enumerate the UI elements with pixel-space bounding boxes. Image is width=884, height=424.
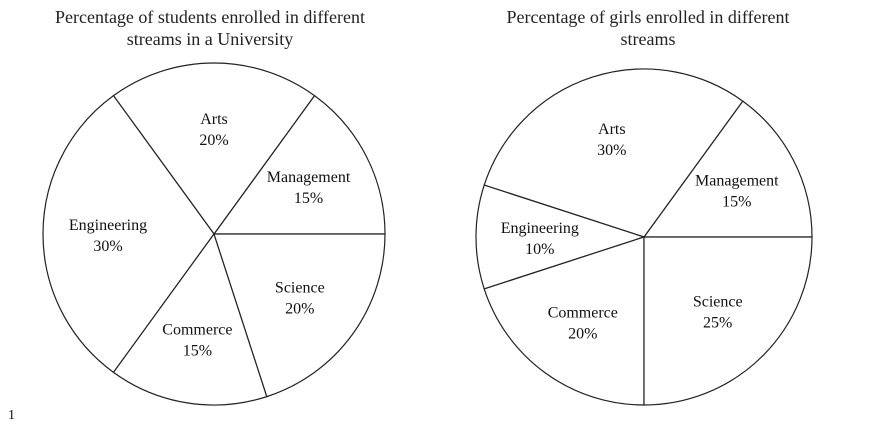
slice-label-engineering: Engineering: [501, 220, 579, 237]
stray-text: 1: [8, 408, 15, 423]
slice-value-management: 15%: [722, 194, 751, 211]
slice-label-arts: Arts: [598, 121, 626, 138]
slice-value-engineering: 30%: [93, 238, 122, 255]
pie-chart-girls: Percentage of girls enrolled in differen…: [438, 0, 858, 423]
pie-slice-engineering: [42, 94, 215, 374]
pie-slice-arts: [112, 62, 316, 236]
slice-label-arts: Arts: [200, 111, 228, 128]
chart-title-line-2: streams: [620, 29, 676, 49]
pie-svg-students: Management 15% Arts 20% Engineering 30% Commer…: [42, 62, 386, 406]
slice-label-engineering: Engineering: [69, 217, 147, 234]
slice-value-engineering: 10%: [525, 241, 554, 258]
slice-value-science: 20%: [285, 300, 314, 317]
slice-value-management: 15%: [294, 190, 323, 207]
pie-slice-arts: [483, 68, 744, 238]
slice-value-arts: 30%: [597, 142, 626, 159]
pie-slice-science: [643, 236, 813, 406]
chart-title-line-2: streams in a University: [126, 29, 294, 49]
slice-label-management: Management: [267, 169, 351, 186]
slice-value-science: 25%: [703, 315, 732, 332]
slice-value-arts: 20%: [199, 132, 228, 149]
chart-title: Percentage of girls enrolled in differen…: [438, 6, 858, 50]
pie-slice-science: [213, 233, 386, 398]
slice-label-commerce: Commerce: [548, 304, 618, 321]
chart-title-line-1: Percentage of students enrolled in diffe…: [54, 7, 366, 27]
pie-slice-commerce: [483, 236, 645, 406]
pie-slice-commerce: [112, 232, 268, 406]
chart-title-line-1: Percentage of girls enrolled in differen…: [506, 7, 790, 27]
pie-slice-management: [642, 100, 813, 238]
slice-value-commerce: 20%: [568, 325, 597, 342]
slice-label-management: Management: [695, 173, 779, 190]
pie-svg-girls: Management 15% Arts 30% Engineering 10% Commer…: [475, 68, 813, 406]
slice-value-commerce: 15%: [183, 343, 212, 360]
pie-chart-students: Percentage of students enrolled in diffe…: [0, 0, 420, 423]
slice-label-commerce: Commerce: [162, 322, 232, 339]
slice-label-science: Science: [693, 294, 743, 311]
chart-title: Percentage of students enrolled in diffe…: [0, 6, 420, 50]
pie-slice-engineering: [475, 184, 646, 290]
slice-label-science: Science: [275, 279, 325, 296]
pie-slice-management: [212, 94, 386, 235]
